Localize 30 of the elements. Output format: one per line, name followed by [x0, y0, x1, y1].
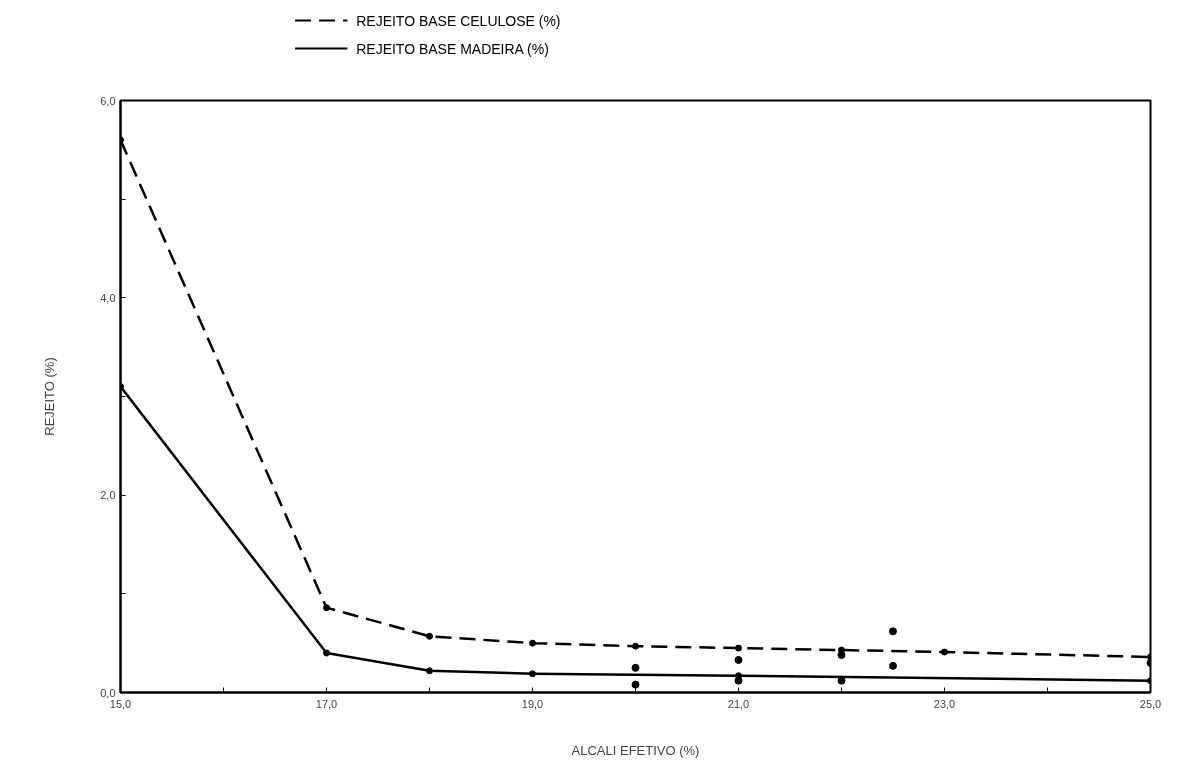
y-tick-label: 4,0	[100, 291, 116, 304]
point	[631, 663, 640, 672]
point	[529, 639, 536, 647]
point	[529, 670, 536, 678]
point	[426, 667, 433, 675]
point	[941, 648, 948, 656]
x-tick-label: 25,0	[1139, 697, 1162, 710]
x-tick-label: 17,0	[315, 697, 338, 710]
x-axis-title: ALCALI EFETIVO (%)	[571, 742, 700, 758]
legend-label: REJEITO BASE CELULOSE (%)	[356, 12, 561, 29]
point	[734, 676, 743, 685]
point	[631, 680, 640, 689]
legend-label: REJEITO BASE MADEIRA (%)	[356, 40, 549, 57]
y-tick-label: 0,0	[100, 686, 116, 699]
x-tick-label: 21,0	[727, 697, 750, 710]
point	[889, 627, 897, 636]
x-tick-label: 15,0	[109, 697, 132, 710]
point	[735, 644, 742, 652]
point	[889, 661, 897, 670]
point	[323, 604, 330, 612]
x-tick-label: 19,0	[521, 697, 544, 710]
y-tick-label: 6,0	[100, 94, 116, 107]
point	[426, 632, 433, 640]
point	[323, 649, 330, 657]
point	[837, 651, 846, 659]
x-tick-label: 23,0	[933, 697, 956, 710]
point	[632, 642, 639, 650]
y-axis-title: REJEITO (%)	[42, 357, 58, 436]
point	[734, 655, 743, 664]
y-tick-label: 2,0	[100, 489, 116, 502]
